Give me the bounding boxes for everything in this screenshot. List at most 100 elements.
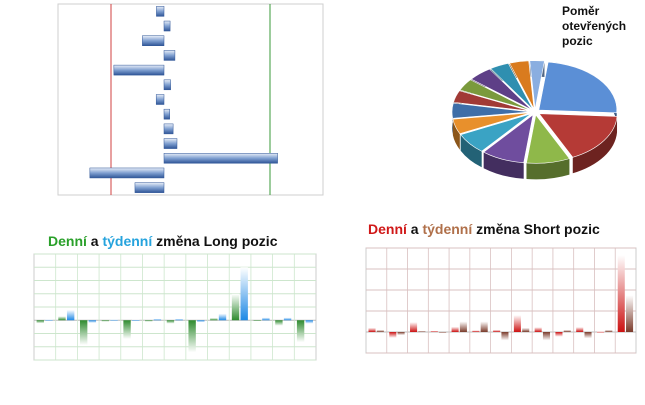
long-chart-title: Denní a týdenní změna Long pozic	[48, 233, 277, 249]
weekly-change-bar	[439, 332, 447, 333]
pie-slice	[529, 60, 545, 110]
pie-chart-title: Poměr otevřených pozic	[562, 4, 642, 49]
daily-change-bar	[79, 320, 88, 346]
daily-change-bar	[145, 320, 153, 322]
daily-change-bar	[210, 317, 218, 321]
position-bar	[134, 182, 165, 193]
daily-change-bar	[534, 327, 542, 332]
pie-slice-side	[483, 152, 524, 179]
daily-change-bar	[275, 320, 283, 326]
short-title-rest: změna Short pozic	[476, 221, 600, 237]
weekly-change-bar	[418, 330, 426, 332]
pie-slice	[452, 112, 531, 135]
pie-slice-side	[572, 116, 618, 174]
weekly-change-bar	[305, 320, 313, 324]
position-bar	[163, 123, 174, 135]
weekly-change-bar	[376, 329, 384, 332]
pie-title-line-1: Poměr	[562, 4, 600, 18]
pie-title-line-3: pozic	[562, 34, 593, 48]
plot-frame	[365, 247, 637, 354]
pie-slice	[460, 113, 532, 152]
weekly-change-bar	[459, 321, 467, 332]
pie-slice	[470, 68, 532, 111]
daily-change-bar	[493, 329, 501, 332]
weekly-change-bar	[218, 313, 227, 321]
daily-change-bar	[389, 332, 397, 338]
pie-slice	[490, 63, 534, 110]
position-bar	[163, 108, 170, 120]
daily-change-bar	[101, 320, 110, 322]
weekly-change-bar	[283, 317, 292, 321]
daily-change-bar	[36, 320, 44, 324]
weekly-change-bar	[501, 332, 509, 341]
long-title-and: a	[90, 233, 99, 249]
plot-frame	[57, 3, 324, 196]
position-bar	[163, 50, 176, 61]
daily-change-bar	[576, 327, 584, 332]
long-title-weekly: týdenní	[102, 233, 153, 249]
daily-change-bar	[296, 320, 305, 343]
daily-change-bar	[472, 330, 480, 332]
weekly-change-bar	[480, 321, 488, 332]
pie-slice	[483, 114, 534, 164]
daily-change-bar	[617, 255, 625, 332]
position-bar	[142, 35, 165, 46]
position-bar	[156, 6, 165, 17]
position-bar	[113, 64, 165, 76]
daily-change-bar	[58, 316, 66, 321]
position-bar	[163, 153, 278, 164]
weekly-change-bar	[262, 317, 270, 321]
long-title-daily: Denní	[48, 233, 87, 249]
daily-change-bar	[123, 320, 131, 339]
weekly-change-bar	[45, 319, 53, 321]
weekly-change-bar	[132, 319, 140, 321]
weekly-change-bar	[175, 318, 183, 321]
weekly-change-bar	[110, 319, 118, 321]
weekly-change-bar	[605, 329, 613, 332]
daily-change-bar	[410, 322, 418, 332]
weekly-change-bar	[563, 329, 571, 332]
weekly-change-bar	[240, 267, 248, 321]
daily-change-bar	[451, 326, 459, 332]
pie-slice	[509, 60, 535, 110]
weekly-change-bar	[153, 318, 162, 321]
weekly-change-bar	[626, 295, 634, 332]
daily-change-bar	[430, 330, 438, 332]
position-bar	[155, 94, 165, 105]
pie-slice	[538, 61, 618, 114]
short-change-chart	[365, 247, 637, 354]
weekly-change-bar	[542, 332, 551, 341]
pie-title-line-2: otevřených	[562, 19, 627, 33]
daily-change-bar	[368, 327, 376, 332]
position-bar	[89, 167, 165, 179]
open-positions-pie-chart	[451, 60, 618, 180]
weekly-change-bar	[66, 309, 75, 321]
position-bar	[163, 20, 171, 32]
weekly-change-bar	[584, 332, 592, 339]
pie-slice	[538, 113, 618, 158]
long-title-rest: změna Long pozic	[156, 233, 278, 249]
position-bar	[163, 138, 178, 149]
weekly-change-bar	[397, 332, 405, 336]
short-title-and: a	[410, 221, 419, 237]
short-title-daily: Denní	[368, 221, 407, 237]
weekly-change-bar	[522, 327, 530, 332]
position-bar	[163, 79, 171, 91]
daily-change-bar	[596, 331, 605, 333]
short-chart-title: Denní a týdenní změna Short pozic	[368, 221, 600, 237]
pie-slice-side	[526, 158, 570, 180]
pie-slice	[451, 102, 531, 119]
pie-slice	[459, 79, 531, 111]
daily-change-bar	[166, 320, 175, 324]
pie-slice	[526, 114, 570, 164]
daily-change-bar	[513, 315, 521, 332]
daily-change-bar	[188, 320, 196, 353]
pie-slice	[453, 90, 531, 112]
daily-change-bar	[253, 320, 261, 322]
weekly-change-bar	[88, 320, 97, 323]
daily-change-bar	[231, 293, 240, 321]
weekly-change-bar	[197, 320, 205, 323]
positions-chart	[57, 3, 324, 196]
pie-slice-side	[460, 134, 482, 168]
pie-slice-side	[452, 119, 460, 150]
